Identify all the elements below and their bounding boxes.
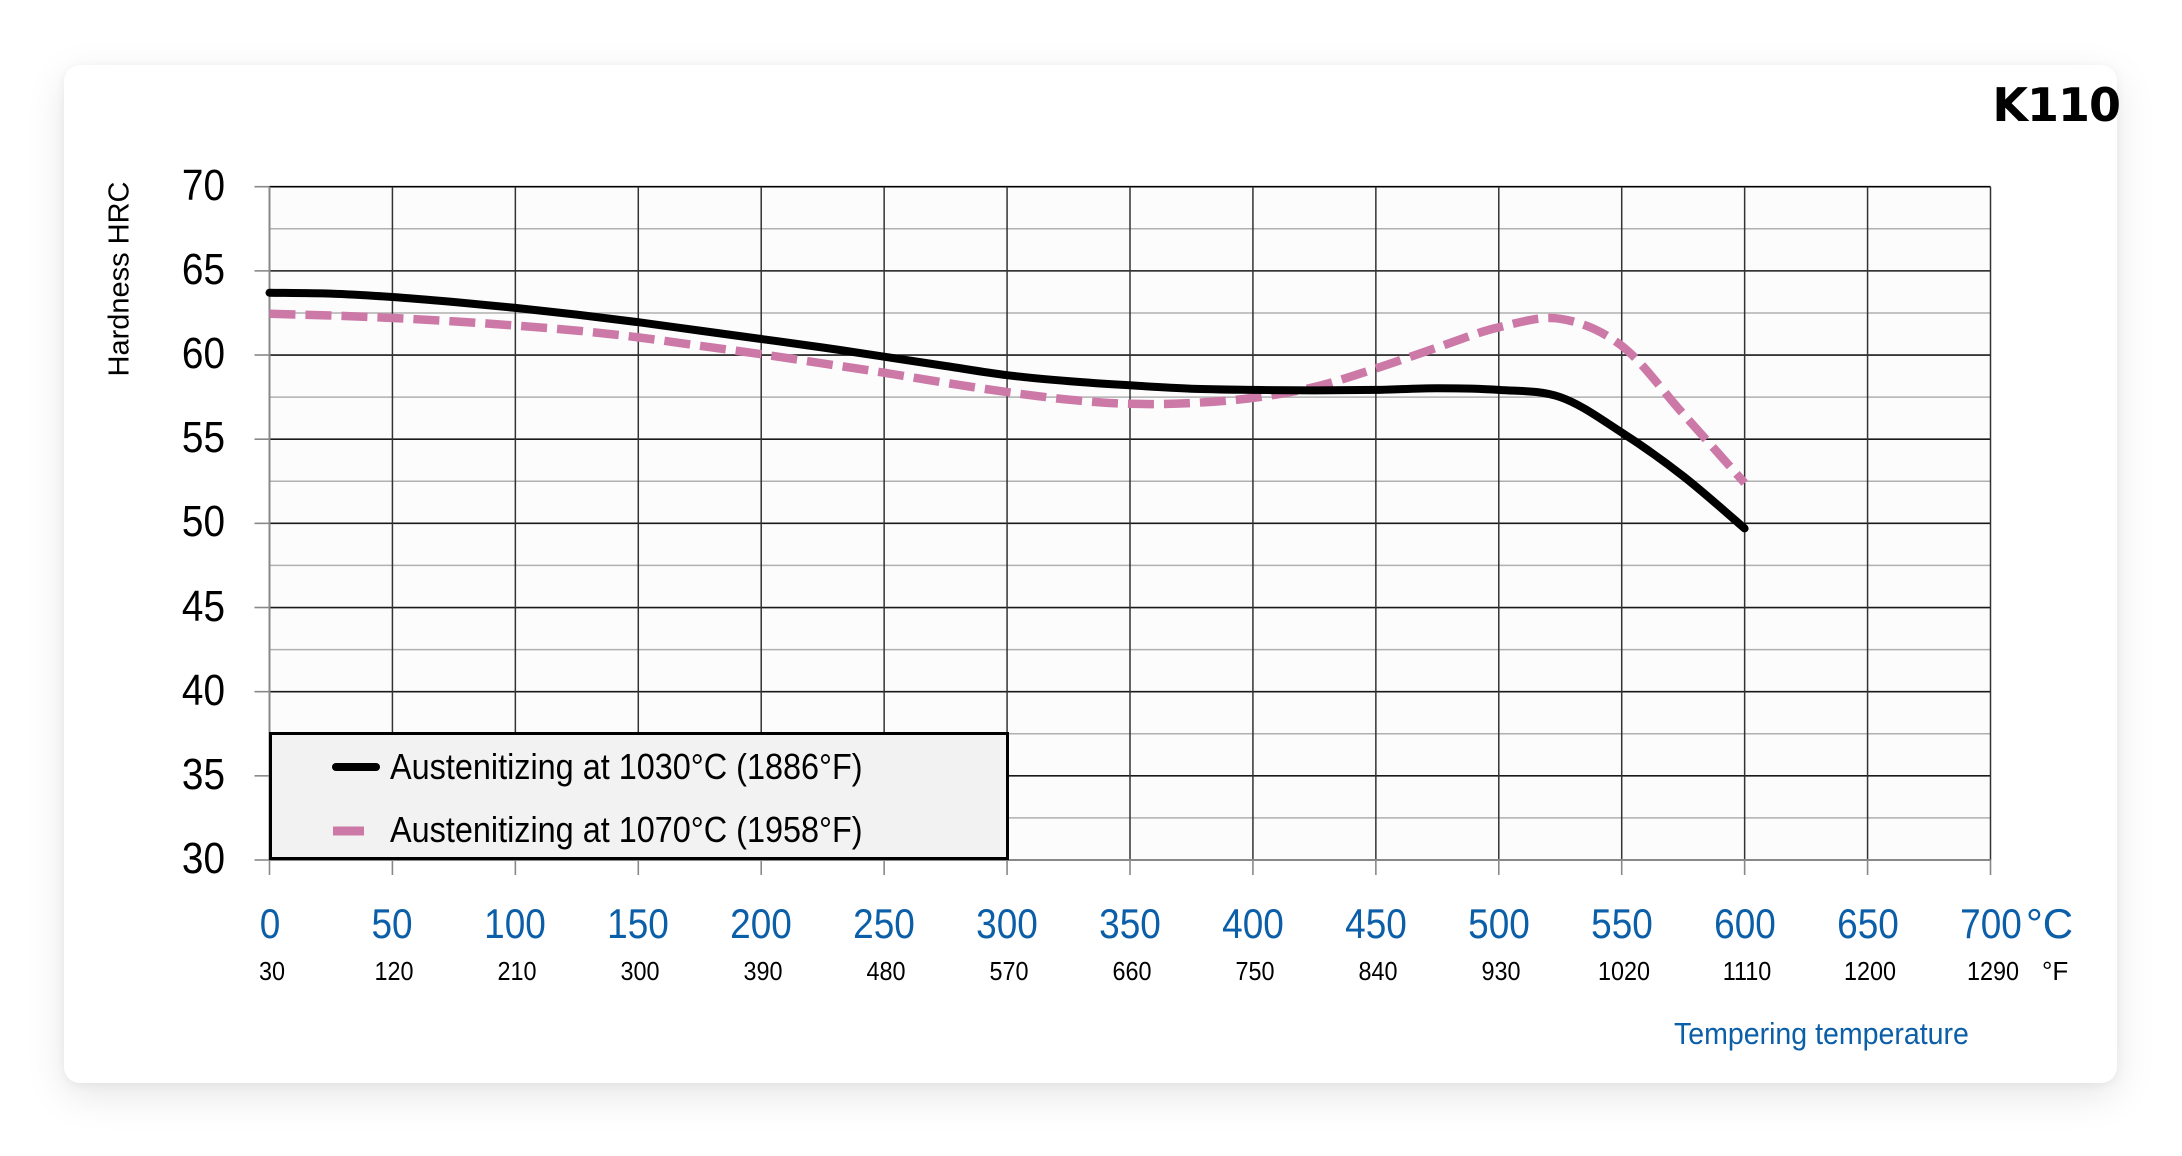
x-tick-label-c: 250 <box>853 900 915 947</box>
x-tick-label-f: 1020 <box>1597 956 1650 986</box>
x-unit-fahrenheit: °F <box>2042 956 2069 986</box>
x-tick-label-f: 120 <box>374 956 414 986</box>
legend-item: Austenitizing at 1030°C (1886°F) <box>272 742 1006 792</box>
legend-item: Austenitizing at 1070°C (1958°F) <box>272 805 1006 855</box>
x-tick-label-f: 570 <box>989 956 1029 986</box>
series-1070c-line <box>269 309 1748 486</box>
y-tick-label: 40 <box>181 665 225 715</box>
x-tick-label-c: 50 <box>371 900 413 947</box>
x-tick-label-f: 1110 <box>1722 956 1771 986</box>
y-tick-label: 60 <box>181 329 225 379</box>
y-tick-label: 35 <box>181 749 225 799</box>
x-tick-label-c: 650 <box>1836 900 1899 947</box>
x-tick-label-f: 480 <box>866 956 906 986</box>
x-tick-label-c: 600 <box>1713 900 1776 947</box>
x-tick-label-f: 300 <box>620 956 660 986</box>
x-tick-label-c: 200 <box>730 900 793 947</box>
y-tick-label: 55 <box>181 413 225 463</box>
series-1030c-line <box>265 288 1749 533</box>
x-tick-label-c: 500 <box>1467 900 1530 947</box>
x-tick-label-c: 400 <box>1222 900 1284 947</box>
x-tick-label-f: 390 <box>743 956 783 986</box>
x-tick-label-f: 30 <box>258 956 285 986</box>
y-tick-label: 50 <box>181 497 225 547</box>
dashed-line-swatch-icon <box>333 826 364 836</box>
legend-label: Austenitizing at 1070°C (1958°F) <box>390 809 863 850</box>
x-tick-label-c: 0 <box>259 900 280 947</box>
x-tick-label-f: 930 <box>1481 956 1521 986</box>
x-tick-label-f: 840 <box>1358 956 1398 986</box>
y-tick-label: 45 <box>181 581 225 631</box>
chart-title: K110 <box>1992 78 2121 132</box>
x-tick-label-c: 150 <box>607 900 670 947</box>
solid-line-swatch-icon <box>332 763 380 771</box>
x-tick-label-c: 100 <box>484 900 547 947</box>
x-tick-label-c: 450 <box>1345 900 1407 947</box>
legend-label: Austenitizing at 1030°C (1886°F) <box>390 746 863 787</box>
x-tick-label-f: 1290 <box>1966 956 2019 986</box>
y-axis-title: Hardness HRC <box>103 181 136 377</box>
x-tick-label-c: 550 <box>1590 900 1653 947</box>
y-tick-label: 30 <box>181 834 225 883</box>
x-unit-celsius: °C <box>2026 900 2074 947</box>
x-tick-label-c: 350 <box>1099 900 1161 947</box>
y-tick-label: 70 <box>181 160 225 210</box>
x-tick-label-c: 700 <box>1959 900 2022 947</box>
data-series <box>265 288 1749 533</box>
legend: Austenitizing at 1030°C (1886°F) Austeni… <box>269 732 1009 860</box>
y-tick-label: 65 <box>181 244 225 294</box>
x-tick-label-c: 300 <box>976 900 1038 947</box>
x-axis-title: Tempering temperature <box>1674 1016 1969 1051</box>
x-tick-label-f: 210 <box>497 956 537 986</box>
x-tick-label-f: 1200 <box>1843 956 1896 986</box>
x-tick-label-f: 750 <box>1235 956 1275 986</box>
x-tick-label-f: 660 <box>1112 956 1152 986</box>
